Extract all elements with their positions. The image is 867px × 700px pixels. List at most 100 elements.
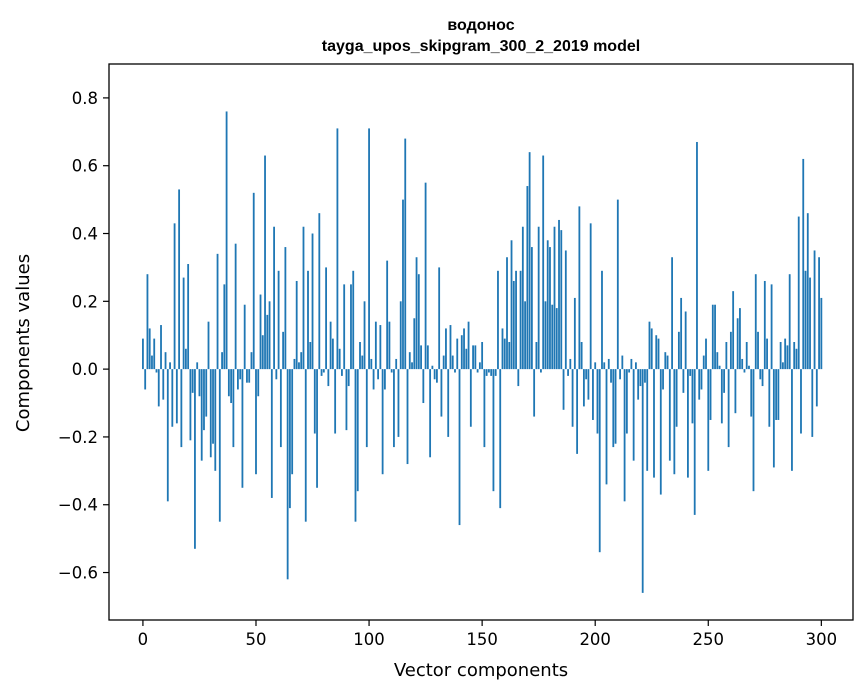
bar-290 <box>797 216 800 370</box>
bar-49 <box>252 192 255 370</box>
bar-204 <box>603 362 606 370</box>
bar-247 <box>700 369 703 390</box>
bar-242 <box>689 369 692 376</box>
bar-229 <box>659 369 662 495</box>
bar-74 <box>309 342 312 370</box>
bar-62 <box>282 331 285 370</box>
bar-138 <box>454 369 456 373</box>
bar-298 <box>815 369 818 407</box>
bar-260 <box>729 331 732 370</box>
bar-267 <box>745 342 748 370</box>
bar-197 <box>587 369 590 400</box>
bar-118 <box>408 352 411 370</box>
bar-176 <box>540 369 542 373</box>
bar-85 <box>334 369 337 434</box>
bar-89 <box>343 284 346 370</box>
bar-154 <box>490 369 493 376</box>
bar-99 <box>365 369 368 448</box>
bar-155 <box>492 369 495 492</box>
bar-285 <box>786 345 789 370</box>
bar-83 <box>329 321 332 370</box>
bar-261 <box>732 291 735 370</box>
bar-43 <box>239 369 242 380</box>
bar-264 <box>739 308 741 370</box>
bar-245 <box>696 141 698 370</box>
bar-182 <box>553 226 556 370</box>
bar-196 <box>585 369 588 380</box>
bar-273 <box>759 369 762 380</box>
bar-13 <box>171 369 174 427</box>
bar-47 <box>248 369 251 383</box>
bar-210 <box>616 199 619 370</box>
bar-205 <box>605 369 608 485</box>
bar-112 <box>395 358 398 370</box>
bar-268 <box>748 365 750 370</box>
bar-225 <box>650 328 653 370</box>
bar-56 <box>268 301 271 370</box>
bar-211 <box>619 369 621 380</box>
bar-119 <box>411 362 413 370</box>
bar-219 <box>637 369 640 400</box>
bar-286 <box>788 274 791 370</box>
bar-7 <box>157 369 160 407</box>
bar-51 <box>257 369 260 397</box>
bar-283 <box>781 362 784 370</box>
bar-128 <box>431 365 434 370</box>
bar-150 <box>481 342 484 370</box>
bar-35 <box>221 352 223 370</box>
bar-255 <box>718 365 721 370</box>
bar-158 <box>499 369 502 509</box>
x-tick-label: 200 <box>579 630 611 649</box>
bar-70 <box>300 352 303 370</box>
bar-218 <box>635 362 637 370</box>
bar-226 <box>653 369 655 478</box>
bar-236 <box>675 369 678 427</box>
bar-179 <box>546 240 549 370</box>
bar-84 <box>331 338 334 370</box>
bar-16 <box>178 189 181 370</box>
y-tick-label: 0.0 <box>72 360 98 379</box>
bar-1 <box>144 369 147 390</box>
bar-180 <box>549 247 551 370</box>
bar-124 <box>422 369 425 404</box>
bar-278 <box>770 284 773 370</box>
bar-181 <box>551 304 554 370</box>
bar-129 <box>433 369 436 380</box>
plot-frame <box>108 63 854 621</box>
bar-114 <box>399 301 402 370</box>
bar-222 <box>644 369 646 383</box>
bar-75 <box>311 233 314 370</box>
bar-280 <box>775 369 778 420</box>
bar-277 <box>768 369 771 427</box>
bar-265 <box>741 358 744 370</box>
bar-228 <box>657 338 660 370</box>
bar-163 <box>510 240 513 370</box>
bar-230 <box>662 369 664 390</box>
bar-55 <box>266 314 269 370</box>
bar-24 <box>196 362 199 370</box>
bar-221 <box>641 369 644 593</box>
bar-22 <box>191 369 194 393</box>
bar-127 <box>429 369 432 458</box>
bar-206 <box>607 358 610 370</box>
bar-63 <box>284 247 287 370</box>
bar-281 <box>777 369 780 420</box>
bar-147 <box>474 345 477 370</box>
bar-52 <box>259 294 262 370</box>
bar-244 <box>693 369 696 515</box>
bar-42 <box>237 369 239 390</box>
bar-58 <box>273 226 275 370</box>
bar-103 <box>374 321 377 370</box>
bar-262 <box>734 369 737 414</box>
bar-178 <box>544 301 547 370</box>
bar-19 <box>184 348 187 370</box>
bar-167 <box>519 270 522 370</box>
bar-38 <box>227 369 230 397</box>
bar-224 <box>648 321 651 370</box>
bar-208 <box>612 369 615 448</box>
bar-257 <box>723 369 726 393</box>
bar-109 <box>388 321 391 370</box>
bar-259 <box>727 369 730 448</box>
bar-243 <box>691 369 694 424</box>
bar-130 <box>436 369 438 383</box>
